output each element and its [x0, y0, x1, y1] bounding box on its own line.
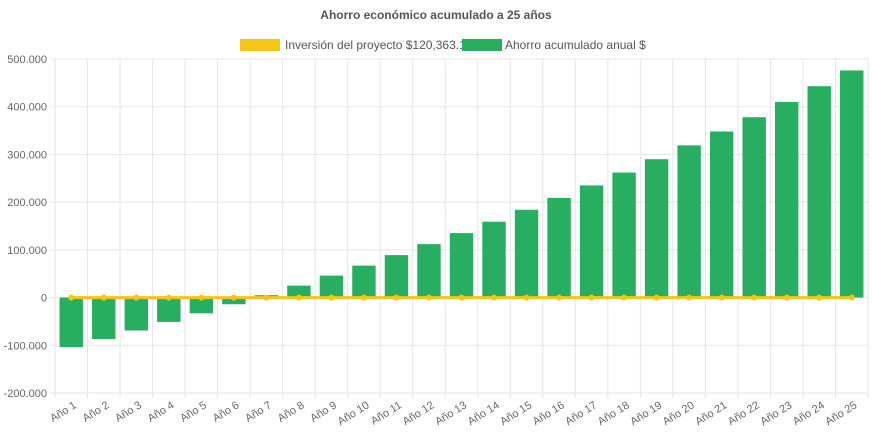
x-tick-label: Año 15: [498, 399, 534, 428]
investment-point-20[interactable]: [686, 294, 693, 301]
x-tick-label: Año 17: [563, 399, 599, 428]
bar-ahorro-15[interactable]: [514, 209, 539, 298]
bar-ahorro-9[interactable]: [319, 275, 344, 298]
x-tick-label: Año 2: [81, 399, 112, 424]
investment-point-18[interactable]: [621, 294, 628, 301]
y-tick-label: 0: [41, 293, 47, 305]
bar-ahorro-4[interactable]: [157, 297, 181, 322]
y-tick-label: 100.000: [7, 245, 47, 257]
legend-swatch-savings[interactable]: [462, 39, 502, 51]
investment-point-4[interactable]: [165, 294, 172, 301]
x-tick-label: Año 19: [628, 399, 664, 428]
investment-point-7[interactable]: [263, 294, 270, 301]
bar-ahorro-11[interactable]: [384, 255, 409, 298]
investment-point-22[interactable]: [751, 294, 758, 301]
investment-point-24[interactable]: [816, 294, 823, 301]
investment-point-21[interactable]: [718, 294, 725, 301]
line-series: [68, 294, 855, 301]
investment-point-3[interactable]: [133, 294, 140, 301]
bar-ahorro-20[interactable]: [677, 145, 701, 298]
bar-ahorro-14[interactable]: [482, 221, 506, 298]
bar-ahorro-17[interactable]: [579, 185, 604, 298]
bar-ahorro-22[interactable]: [742, 117, 766, 298]
x-tick-label: Año 24: [791, 399, 827, 428]
x-tick-label: Año 11: [369, 399, 404, 427]
x-gridlines: [54, 59, 869, 398]
x-tick-label: Año 22: [726, 399, 762, 428]
bar-series: [59, 70, 864, 348]
x-axis-ticks: Año 1 Año 2 Año 3 Año 4 Año 5 Año 6 Año 7 Año 8…: [48, 399, 859, 428]
y-tick-label: 500.000: [7, 54, 47, 66]
x-tick-label: Año 10: [336, 399, 372, 428]
y-tick-label: 400.000: [7, 102, 47, 114]
bar-ahorro-19[interactable]: [644, 159, 669, 298]
y-tick-label: -200.000: [4, 388, 47, 400]
investment-point-1[interactable]: [68, 294, 75, 301]
bar-ahorro-3[interactable]: [124, 297, 149, 331]
x-tick-label: Año 20: [661, 399, 697, 428]
investment-point-11[interactable]: [393, 294, 400, 301]
x-tick-label: Año 6: [211, 399, 242, 424]
x-tick-label: Año 3: [113, 399, 144, 424]
investment-point-15[interactable]: [523, 294, 530, 301]
x-tick-label: Año 23: [758, 399, 794, 428]
bar-ahorro-1[interactable]: [59, 297, 83, 348]
bar-ahorro-5[interactable]: [189, 297, 214, 314]
investment-point-17[interactable]: [588, 294, 595, 301]
investment-point-12[interactable]: [425, 294, 432, 301]
x-tick-label: Año 8: [276, 399, 307, 424]
investment-point-14[interactable]: [491, 294, 498, 301]
x-tick-label: Año 18: [596, 399, 632, 428]
investment-point-6[interactable]: [230, 294, 237, 301]
bar-ahorro-8[interactable]: [287, 285, 311, 298]
x-tick-label: Año 13: [433, 399, 469, 428]
investment-point-8[interactable]: [295, 294, 302, 301]
x-tick-label: Año 1: [48, 399, 79, 424]
legend-label-investment[interactable]: Inversión del proyecto $120,363.12: [285, 38, 473, 52]
bar-ahorro-12[interactable]: [417, 244, 441, 298]
y-tick-label: 200.000: [7, 197, 47, 209]
bar-ahorro-21[interactable]: [709, 131, 734, 298]
legend: Inversión del proyecto $120,363.12 Ahorro…: [240, 38, 646, 52]
investment-point-16[interactable]: [556, 294, 563, 301]
investment-point-25[interactable]: [848, 294, 855, 301]
bar-ahorro-6[interactable]: [222, 297, 246, 305]
x-tick-label: Año 21: [693, 399, 729, 428]
bar-ahorro-16[interactable]: [547, 197, 571, 298]
bar-ahorro-10[interactable]: [352, 265, 376, 298]
x-tick-label: Año 9: [308, 399, 339, 424]
x-tick-label: Año 7: [243, 399, 274, 424]
bar-ahorro-25[interactable]: [840, 70, 864, 298]
chart-title: Ahorro económico acumulado a 25 años: [320, 8, 552, 22]
investment-point-13[interactable]: [458, 294, 465, 301]
x-tick-label: Año 14: [466, 399, 502, 428]
bar-ahorro-2[interactable]: [92, 297, 116, 340]
investment-point-5[interactable]: [198, 294, 205, 301]
x-tick-label: Año 25: [823, 399, 859, 428]
x-tick-label: Año 12: [401, 399, 437, 428]
legend-swatch-investment[interactable]: [240, 39, 280, 51]
x-tick-label: Año 4: [146, 399, 177, 424]
bar-ahorro-18[interactable]: [612, 172, 636, 298]
y-tick-label: 300.000: [7, 149, 47, 161]
x-tick-label: Año 16: [531, 399, 567, 428]
investment-point-2[interactable]: [100, 294, 107, 301]
y-axis-ticks: 500.000 400.000 300.000 200.000 100.000 0 -100…: [4, 54, 47, 400]
x-tick-label: Año 5: [178, 399, 209, 424]
y-tick-label: -100.000: [4, 340, 47, 352]
investment-point-19[interactable]: [653, 294, 660, 301]
investment-point-10[interactable]: [360, 294, 367, 301]
bar-ahorro-23[interactable]: [774, 101, 799, 298]
bar-ahorro-13[interactable]: [449, 233, 474, 298]
bar-ahorro-24[interactable]: [807, 86, 831, 298]
legend-label-savings[interactable]: Ahorro acumulado anual $: [505, 38, 646, 52]
investment-point-23[interactable]: [783, 294, 790, 301]
investment-point-9[interactable]: [328, 294, 335, 301]
